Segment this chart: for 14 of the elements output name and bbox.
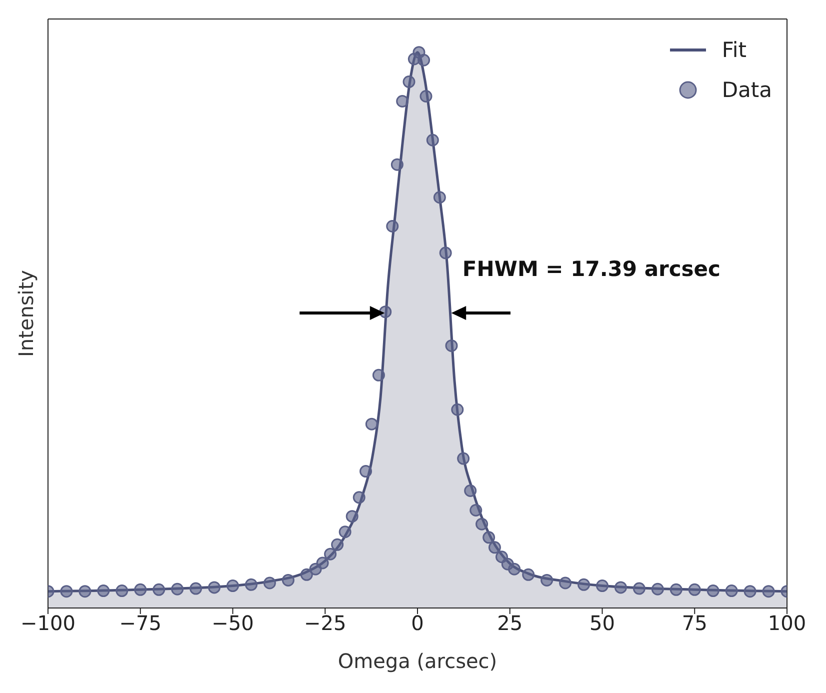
x-tick-label: −25 xyxy=(304,611,346,636)
annotation: FHWM = 17.39 arcsec xyxy=(462,257,720,282)
legend-label: Fit xyxy=(722,38,746,62)
x-tick-label: −100 xyxy=(20,611,76,636)
x-tick-label: 50 xyxy=(590,611,615,636)
x-axis-title: Omega (arcsec) xyxy=(338,649,498,673)
x-tick-label: 100 xyxy=(768,611,806,636)
x-tick-label: −50 xyxy=(212,611,254,636)
x-tick-label: −75 xyxy=(119,611,162,636)
x-tick-label: 25 xyxy=(497,611,523,636)
x-tick-label: 75 xyxy=(682,611,708,636)
y-axis-title: Intensity xyxy=(14,270,38,358)
x-tick-label: 0 xyxy=(411,611,424,636)
legend-label: Data xyxy=(722,78,772,102)
